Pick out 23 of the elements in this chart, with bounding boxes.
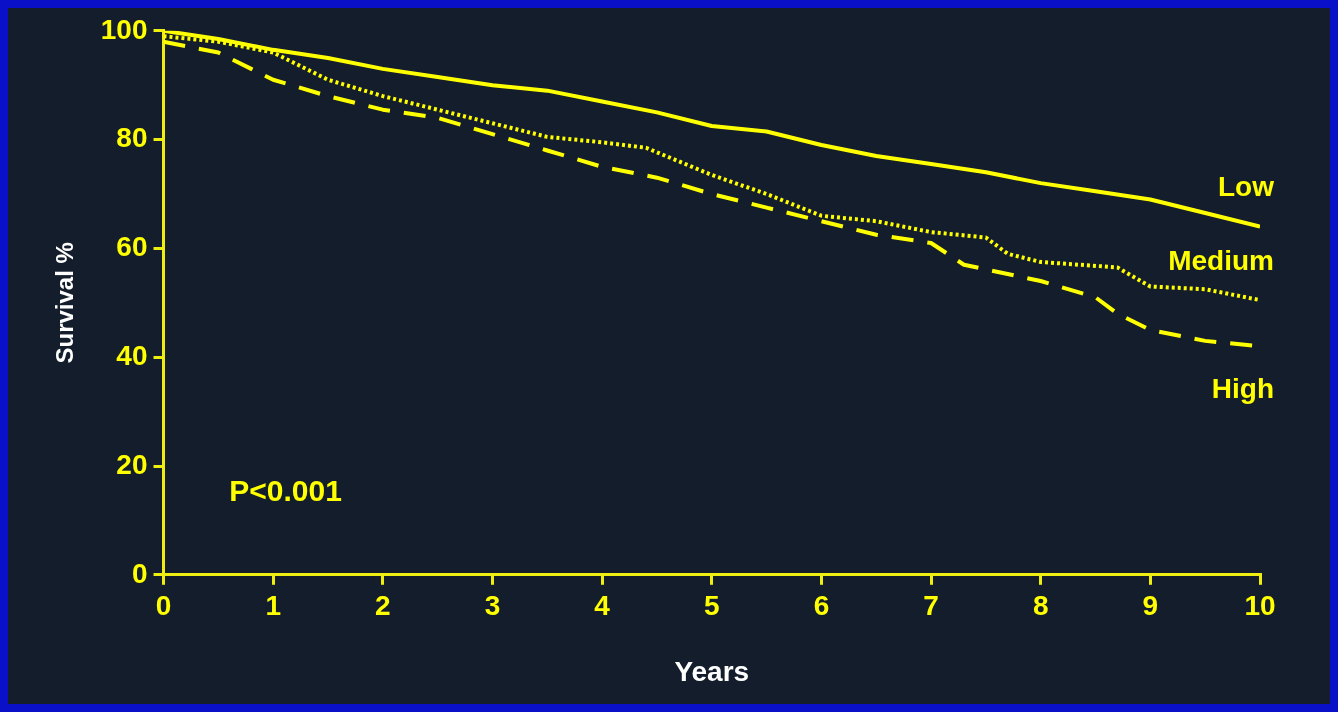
y-tick-label: 0 (131, 557, 148, 589)
x-tick-label: 9 (1142, 590, 1159, 622)
y-axis-title: Survival % (51, 242, 79, 364)
x-tick-label: 6 (813, 590, 830, 622)
annotation: P<0.001 (229, 474, 342, 508)
y-tick-label: 60 (116, 231, 148, 263)
y-tick-label: 40 (116, 339, 148, 371)
x-tick-label: 4 (594, 590, 611, 622)
y-tick-label: 100 (100, 13, 148, 45)
x-tick-label: 7 (923, 590, 939, 622)
series-label: Low (1218, 171, 1275, 203)
x-tick-label: 1 (265, 590, 281, 622)
y-tick-label: 80 (116, 122, 148, 154)
series-label: Medium (1168, 244, 1274, 276)
y-tick-label: 20 (116, 448, 148, 480)
x-tick-label: 10 (1244, 590, 1276, 622)
x-tick-label: 3 (484, 590, 501, 622)
x-tick-label: 0 (155, 590, 172, 622)
x-tick-label: 2 (375, 590, 391, 622)
series-label: High (1211, 373, 1274, 405)
x-axis-title: Years (674, 655, 750, 687)
x-tick-label: 8 (1032, 590, 1049, 622)
x-tick-label: 5 (703, 590, 720, 622)
